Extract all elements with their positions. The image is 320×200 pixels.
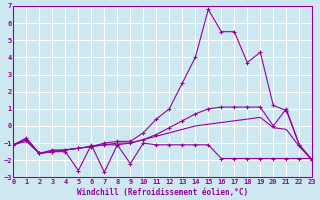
X-axis label: Windchill (Refroidissement éolien,°C): Windchill (Refroidissement éolien,°C) — [77, 188, 248, 197]
